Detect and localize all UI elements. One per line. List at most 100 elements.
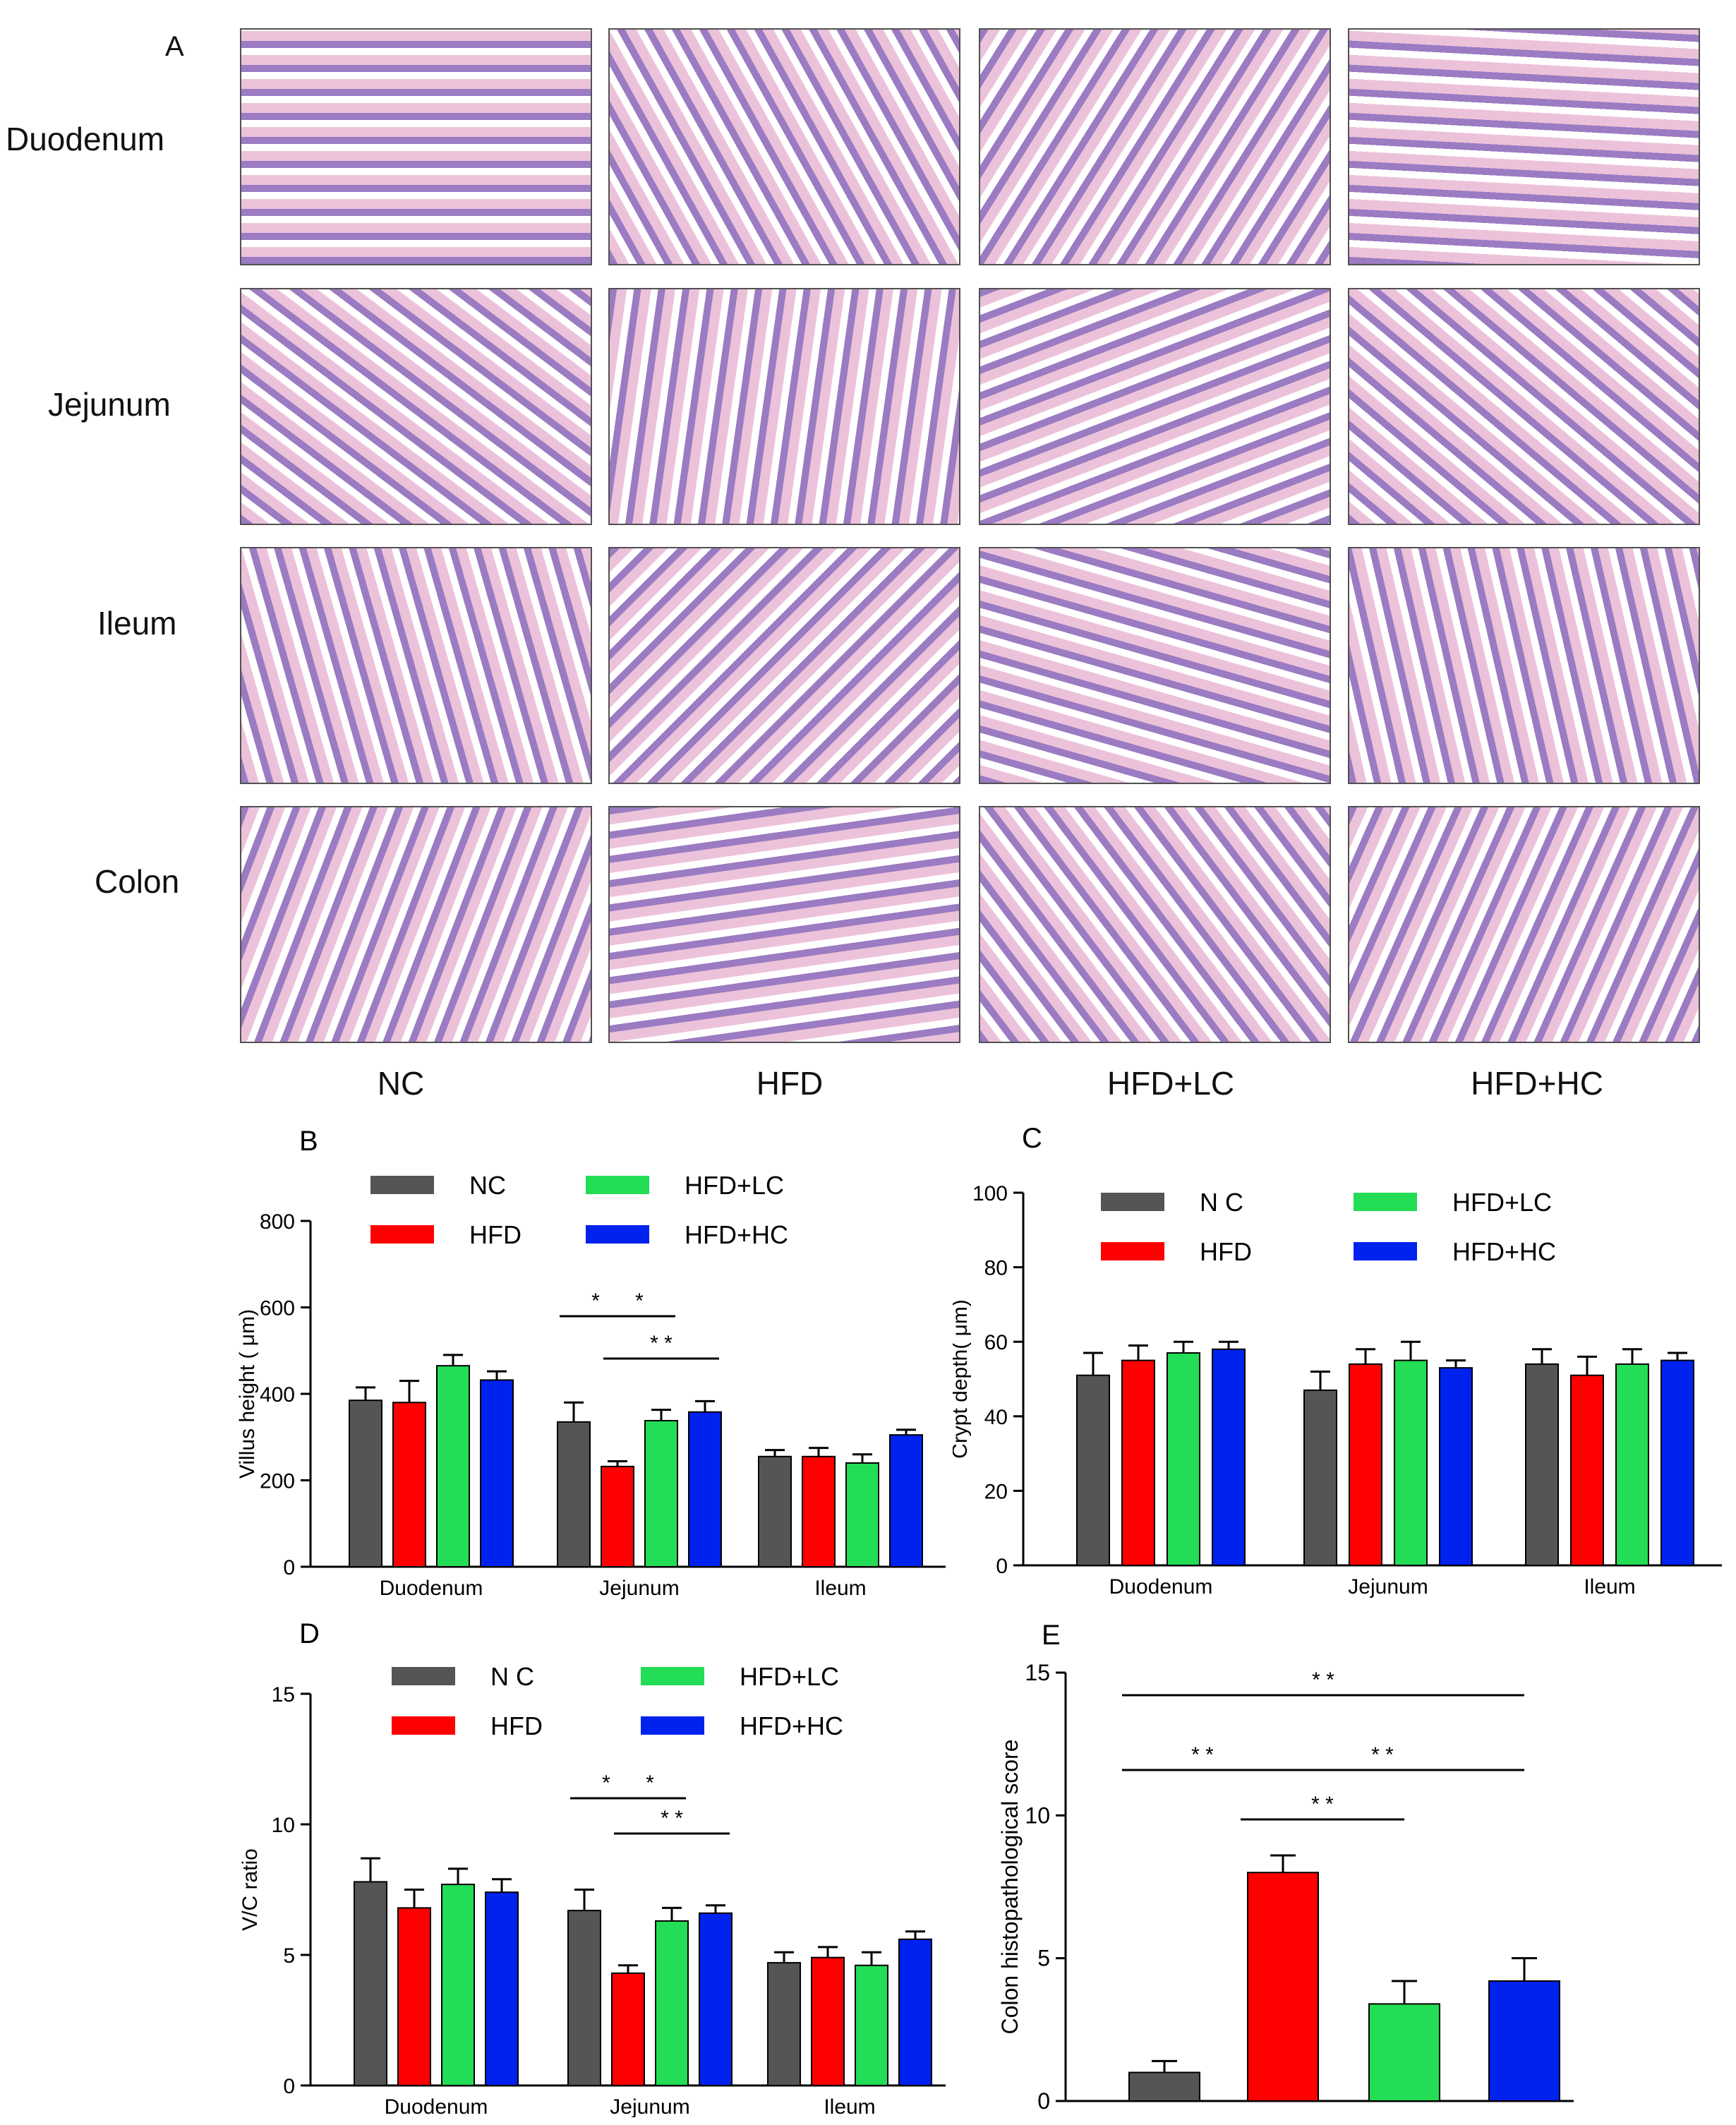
- histology-image-ileum-2: [979, 547, 1331, 784]
- y-tick-label: 5: [1037, 1946, 1050, 1971]
- y-tick-label: 800: [260, 1210, 295, 1234]
- bar: [655, 1920, 689, 2086]
- legend-swatch: [1101, 1193, 1164, 1211]
- x-tick-label: HFD: [1260, 2114, 1306, 2117]
- bar: [441, 1884, 475, 2086]
- bar: [767, 1962, 801, 2086]
- significance-mark: *: [602, 1771, 610, 1795]
- histology-image-colon-0: [240, 806, 592, 1043]
- bar: [354, 1881, 387, 2086]
- x-tick-label: Jejunum: [610, 2095, 689, 2117]
- y-tick-label: 10: [1025, 1802, 1050, 1828]
- legend-swatch: [1354, 1193, 1417, 1211]
- x-tick-label: NC: [1148, 2114, 1181, 2117]
- bar: [1167, 1352, 1200, 1566]
- histology-image-jejunum-2: [979, 288, 1331, 525]
- bar: [1128, 2071, 1200, 2102]
- bar: [898, 1938, 932, 2086]
- bar: [397, 1907, 431, 2086]
- bar: [436, 1365, 470, 1567]
- histology-image-ileum-0: [240, 547, 592, 784]
- bar: [1488, 1980, 1560, 2102]
- legend-label: NC: [469, 1171, 506, 1200]
- x-tick-label: Ileum: [1584, 1575, 1635, 1599]
- legend-label: N C: [1200, 1188, 1243, 1217]
- significance-mark: * *: [1312, 1668, 1334, 1692]
- bar: [1615, 1363, 1649, 1566]
- legend-swatch: [392, 1716, 455, 1735]
- bar: [601, 1465, 634, 1567]
- row-label-colon: Colon: [95, 863, 180, 900]
- y-axis-label: Colon histopathological score: [997, 1739, 1023, 2034]
- significance-mark: *: [591, 1289, 600, 1313]
- y-tick-label: 5: [283, 1944, 295, 1968]
- y-tick-label: 100: [972, 1182, 1008, 1205]
- x-tick-label: Jejunum: [599, 1577, 679, 1600]
- legend-swatch: [392, 1667, 455, 1685]
- col-label-nc: NC: [377, 1065, 425, 1102]
- y-tick-label: 15: [272, 1683, 295, 1706]
- col-label-hfd-lc: HFD+LC: [1107, 1065, 1235, 1102]
- y-tick-label: 400: [260, 1383, 295, 1407]
- legend-swatch: [1101, 1242, 1164, 1260]
- histology-image-ileum-1: [608, 547, 960, 784]
- histology-image-duodenum-1: [608, 28, 960, 265]
- significance-mark: *: [646, 1771, 654, 1795]
- legend-label: HFD+LC: [685, 1171, 784, 1200]
- histology-image-ileum-3: [1348, 547, 1700, 784]
- x-tick-label: HFD+LC: [1360, 2114, 1448, 2117]
- bar: [480, 1379, 514, 1567]
- bar: [349, 1399, 382, 1567]
- y-tick-label: 20: [984, 1480, 1008, 1503]
- panel-letter: B: [299, 1126, 318, 1157]
- y-axis-label: Crypt depth( μm): [953, 1299, 972, 1459]
- legend-label: HFD+HC: [1452, 1237, 1556, 1266]
- y-tick-label: 600: [260, 1297, 295, 1320]
- bar: [567, 1910, 601, 2086]
- histology-image-jejunum-3: [1348, 288, 1700, 525]
- bar: [811, 1956, 845, 2087]
- panel-letter: D: [299, 1618, 320, 1649]
- y-axis-label: Villus height ( μm): [236, 1309, 259, 1479]
- chart-villus-height: B 0 200 400 600 800 Villus height ( μm) Duodenu…: [236, 1126, 946, 1600]
- bar: [611, 1972, 645, 2087]
- row-label-duodenum: Duodenum: [6, 121, 165, 157]
- bar: [1303, 1389, 1337, 1566]
- bar: [1076, 1374, 1110, 1566]
- significance-mark: * *: [661, 1807, 683, 1830]
- significance-mark: * *: [1191, 1743, 1214, 1766]
- chart-colon-score: E 0 5 10 15 Colon histopathological score NC HF…: [997, 1620, 1574, 2117]
- bar: [485, 1891, 519, 2086]
- histology-image-colon-3: [1348, 806, 1700, 1043]
- row-label-jejunum: Jejunum: [48, 386, 171, 423]
- y-tick-label: 0: [283, 1556, 295, 1579]
- x-tick-label: Duodenum: [380, 1577, 483, 1600]
- bar: [644, 1419, 678, 1567]
- y-tick-label: 0: [283, 2075, 295, 2098]
- col-label-hfd: HFD: [756, 1065, 824, 1102]
- x-tick-label: Duodenum: [385, 2095, 488, 2117]
- significance-mark: * *: [650, 1332, 673, 1355]
- bar: [557, 1421, 591, 1567]
- y-tick-label: 0: [996, 1555, 1008, 1578]
- legend-label: N C: [490, 1662, 534, 1691]
- histology-image-colon-1: [608, 806, 960, 1043]
- histology-image-duodenum-2: [979, 28, 1331, 265]
- significance-mark: * *: [1371, 1743, 1394, 1766]
- legend-label: HFD+HC: [740, 1711, 843, 1740]
- y-tick-label: 60: [984, 1331, 1008, 1354]
- legend-swatch: [1354, 1242, 1417, 1260]
- panel-a-letter: A: [165, 31, 184, 62]
- bar: [1394, 1359, 1428, 1566]
- legend-swatch: [641, 1716, 704, 1735]
- bar: [1368, 2003, 1440, 2102]
- row-label-ileum: Ileum: [97, 605, 177, 642]
- bar: [1570, 1374, 1604, 1566]
- legend-label: HFD+HC: [685, 1220, 788, 1249]
- bar: [802, 1455, 836, 1567]
- chart-crypt-depth: C 0 20 40 60 80 100 Crypt depth( μm) Duodenum Jej…: [953, 1123, 1722, 1599]
- bar: [1247, 1872, 1319, 2102]
- bar: [1439, 1367, 1473, 1566]
- legend-swatch: [370, 1176, 434, 1194]
- chart-vc-ratio: D 0 5 10 15 V/C ratio Duodenum Jejunum Ileum N C H…: [239, 1618, 946, 2117]
